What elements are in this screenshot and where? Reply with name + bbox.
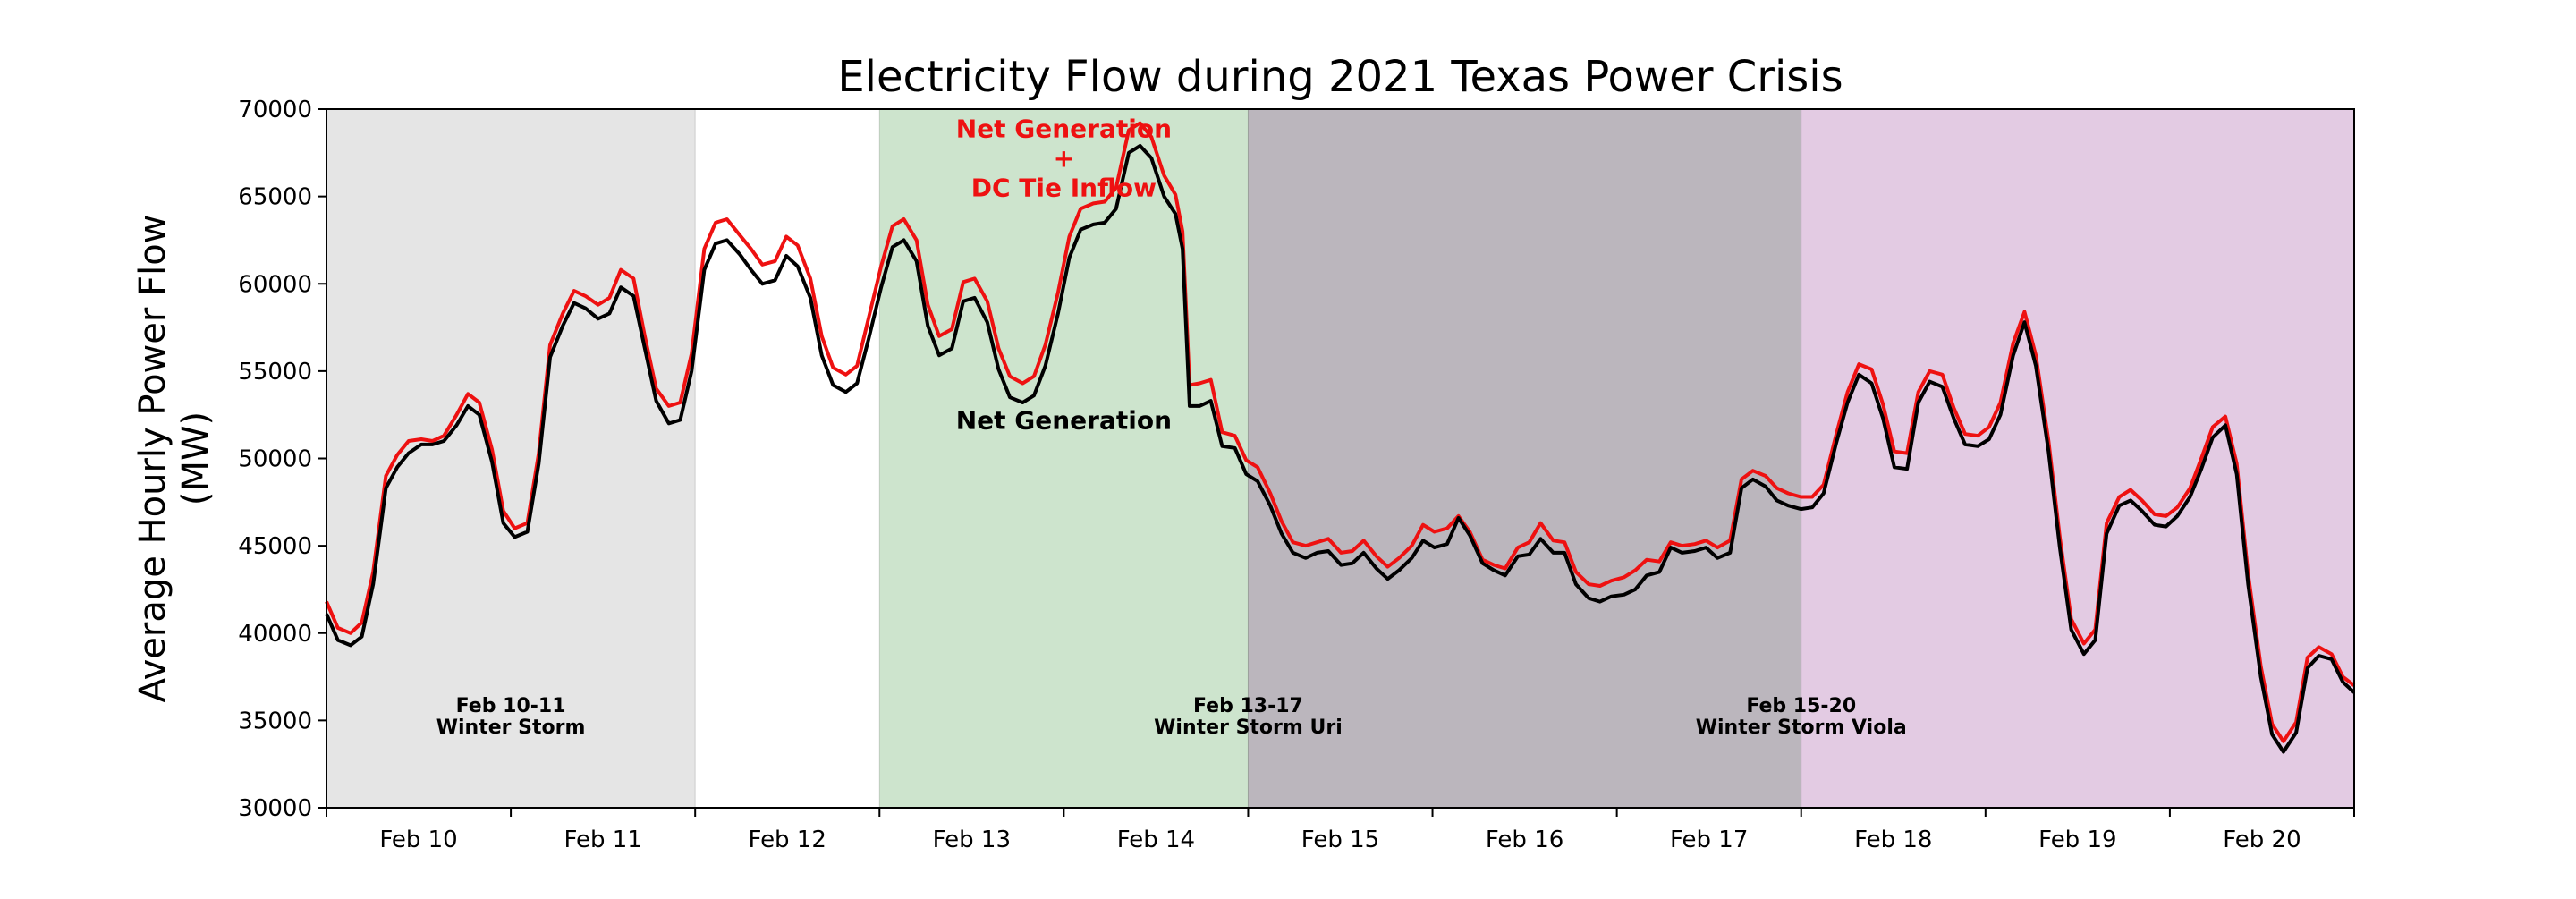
annotation-text: + bbox=[1054, 144, 1074, 174]
x-tick-label: Feb 13 bbox=[933, 827, 1011, 853]
chart-title: Electricity Flow during 2021 Texas Power… bbox=[837, 52, 1843, 102]
y-axis-label-line: Average Hourly Power Flow bbox=[132, 215, 174, 703]
annotation-text: Net Generation bbox=[956, 406, 1172, 436]
y-tick-label: 55000 bbox=[238, 359, 312, 386]
region-label-dates: Feb 13-17 bbox=[1193, 695, 1303, 717]
storm-region bbox=[1801, 108, 2355, 809]
x-tick-label: Feb 16 bbox=[1486, 827, 1563, 853]
x-tick-label: Feb 15 bbox=[1301, 827, 1379, 853]
y-tick-label: 50000 bbox=[238, 446, 312, 473]
x-tick-label: Feb 10 bbox=[379, 827, 457, 853]
annotation-text: DC Tie Inflow bbox=[971, 174, 1157, 203]
storm-region bbox=[878, 108, 1249, 809]
y-tick-label: 30000 bbox=[238, 795, 312, 822]
y-tick-label: 35000 bbox=[238, 708, 312, 734]
series-line-net-generation bbox=[325, 144, 2356, 754]
x-axis: Feb 10 Feb 11 Feb 12 Feb 13 Feb 14 Feb 15 Feb … bbox=[326, 808, 2355, 853]
region-label-name: Winter Storm Viola bbox=[1696, 717, 1907, 739]
x-tick-label: Feb 12 bbox=[749, 827, 826, 853]
x-tick-label: Feb 14 bbox=[1117, 827, 1195, 853]
x-tick-label: Feb 17 bbox=[1670, 827, 1748, 853]
y-axis-label: Average Hourly Power Flow(MW) bbox=[132, 215, 216, 703]
series-line-net-generation-plus-dc-tie bbox=[325, 121, 2356, 743]
y-tick-label: 40000 bbox=[238, 621, 312, 648]
x-tick-label: Feb 19 bbox=[2038, 827, 2116, 853]
y-tick-label: 70000 bbox=[238, 97, 312, 123]
x-tick-label: Feb 11 bbox=[564, 827, 641, 853]
region-label-name: Winter Storm bbox=[436, 717, 586, 739]
series-lines bbox=[325, 121, 2356, 754]
y-tick-label: 65000 bbox=[238, 184, 312, 211]
y-axis: 30000 35000 40000 45000 50000 55000 60000 65000… bbox=[238, 97, 326, 822]
region-label-name: Winter Storm Uri bbox=[1154, 717, 1343, 739]
y-tick-label: 45000 bbox=[238, 533, 312, 560]
y-axis-label-line: (MW) bbox=[175, 411, 216, 505]
y-tick-label: 60000 bbox=[238, 271, 312, 298]
annotation-text: Net Generation bbox=[956, 114, 1172, 144]
storm-region bbox=[326, 108, 696, 809]
region-label-dates: Feb 10-11 bbox=[456, 695, 566, 717]
storm-region bbox=[1247, 108, 1802, 809]
region-label-dates: Feb 15-20 bbox=[1746, 695, 1856, 717]
x-tick-label: Feb 20 bbox=[2223, 827, 2301, 853]
x-tick-label: Feb 18 bbox=[1854, 827, 1932, 853]
